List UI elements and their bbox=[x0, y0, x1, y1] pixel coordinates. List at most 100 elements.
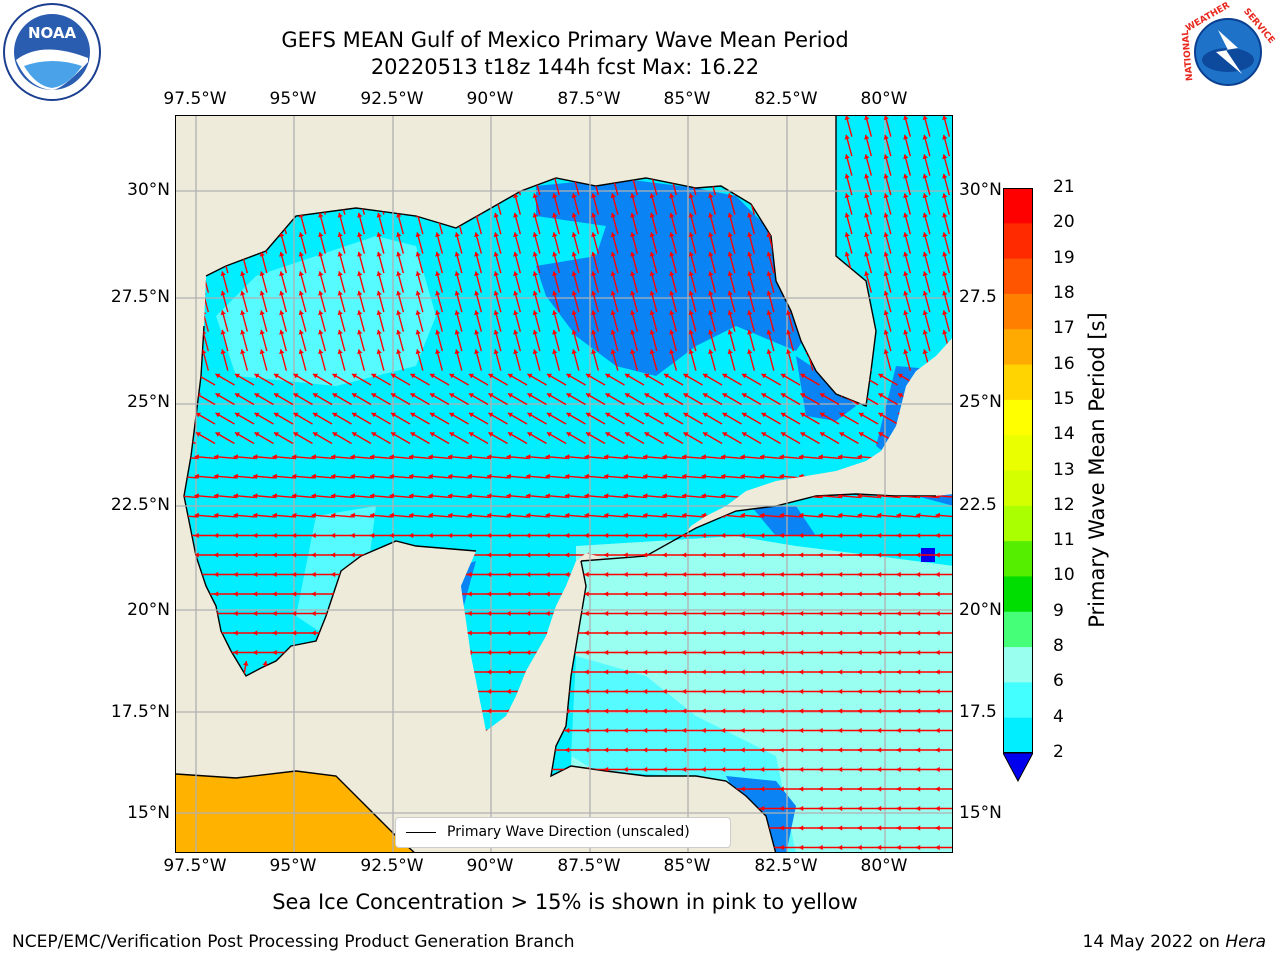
wave-arrow-head bbox=[818, 747, 823, 753]
wave-arrow-head bbox=[376, 154, 382, 160]
wave-arrow-shaft bbox=[240, 116, 249, 137]
wave-arrow-head bbox=[682, 473, 687, 480]
wave-arrow-head bbox=[292, 552, 297, 558]
wave-arrow-head bbox=[428, 473, 433, 480]
wave-arrow-head bbox=[301, 680, 307, 686]
wave-arrow-head bbox=[565, 669, 570, 675]
wave-arrow-head bbox=[201, 193, 207, 199]
wave-arrow-head bbox=[184, 232, 187, 238]
wave-arrow-head bbox=[604, 571, 609, 578]
colorbar-cell bbox=[1003, 682, 1033, 719]
wave-arrow-head bbox=[337, 251, 343, 257]
wave-arrow-head bbox=[799, 591, 804, 597]
wave-arrow-head bbox=[630, 232, 636, 238]
wave-arrow-head bbox=[526, 493, 531, 499]
wave-arrow-shaft bbox=[591, 154, 600, 176]
wave-arrow-shaft bbox=[513, 134, 522, 157]
wave-arrow-head bbox=[376, 290, 382, 296]
wave-arrow-head bbox=[760, 591, 765, 597]
wave-arrow-head bbox=[254, 393, 260, 398]
wave-arrow-head bbox=[838, 473, 843, 480]
wave-arrow-head bbox=[332, 432, 338, 437]
wave-arrow-head bbox=[630, 271, 636, 277]
wave-arrow-head bbox=[702, 412, 708, 418]
wave-arrow-head bbox=[877, 454, 882, 460]
wave-arrow-head bbox=[857, 591, 862, 597]
wave-arrow-head bbox=[545, 512, 550, 519]
wave-arrow-shaft bbox=[747, 154, 756, 176]
wave-arrow-head bbox=[701, 669, 706, 675]
wave-arrow-shaft bbox=[184, 661, 189, 683]
wave-arrow-head bbox=[604, 493, 609, 499]
lon-label-bottom: 92.5°W bbox=[360, 856, 424, 876]
wave-arrow-head bbox=[760, 493, 765, 499]
wave-arrow-shaft bbox=[222, 719, 228, 742]
wave-arrow-head bbox=[935, 473, 940, 480]
wave-arrow-shaft bbox=[417, 700, 423, 722]
wave-arrow-head bbox=[418, 700, 424, 705]
wave-arrow-head bbox=[396, 212, 402, 218]
wave-arrow-head bbox=[321, 758, 327, 764]
wave-arrow-shaft bbox=[455, 173, 463, 196]
wave-arrow-head bbox=[428, 552, 433, 558]
wave-arrow-shaft bbox=[494, 173, 502, 196]
wave-arrow-head bbox=[643, 747, 648, 753]
wave-arrow-head bbox=[935, 805, 940, 812]
wave-arrow-head bbox=[877, 552, 882, 558]
wave-arrow-head bbox=[682, 649, 687, 656]
wave-arrow-shaft bbox=[474, 193, 483, 215]
wave-arrow-head bbox=[584, 727, 589, 734]
wave-arrow-shaft bbox=[397, 719, 404, 742]
wave-arrow-head bbox=[454, 154, 460, 160]
wave-arrow-head bbox=[604, 610, 609, 617]
wave-arrow-head bbox=[493, 271, 499, 277]
wave-arrow-head bbox=[194, 493, 199, 499]
noaa-logo: NOAA bbox=[3, 3, 101, 101]
wave-arrow-head bbox=[293, 393, 299, 398]
wave-arrow-head bbox=[903, 349, 909, 355]
wave-arrow-head bbox=[379, 758, 385, 764]
wave-arrow-head bbox=[376, 212, 382, 218]
wave-arrow-head bbox=[838, 512, 843, 519]
wave-arrow-head bbox=[506, 591, 511, 597]
wave-arrow-head bbox=[435, 232, 441, 238]
wave-arrow-head bbox=[857, 649, 862, 656]
wave-arrow-shaft bbox=[240, 154, 249, 176]
wave-arrow-head bbox=[604, 669, 609, 675]
wave-arrow-shaft bbox=[397, 700, 404, 722]
lat-label-left: 30°N bbox=[127, 180, 170, 200]
wave-arrow-head bbox=[669, 212, 675, 218]
wave-arrow-head bbox=[721, 591, 726, 597]
wave-arrow-head bbox=[701, 512, 706, 519]
wave-arrow-head bbox=[883, 310, 889, 316]
wave-arrow-head bbox=[526, 630, 531, 636]
wave-arrow-head bbox=[760, 630, 765, 636]
wave-arrow-head bbox=[428, 805, 433, 812]
wave-arrow-head bbox=[379, 700, 385, 705]
wave-arrow-head bbox=[506, 493, 511, 499]
wave-arrow-head bbox=[532, 329, 538, 335]
wave-arrow-head bbox=[340, 680, 346, 686]
wave-arrow-head bbox=[399, 758, 405, 764]
wave-arrow-head bbox=[727, 310, 733, 316]
wave-arrow-head bbox=[701, 454, 706, 460]
wave-arrow-shaft bbox=[747, 116, 756, 137]
wave-arrow-head bbox=[468, 373, 474, 379]
wave-arrow-shaft bbox=[474, 173, 483, 196]
wave-arrow-head bbox=[779, 688, 784, 695]
wave-arrow-head bbox=[545, 805, 550, 812]
wave-arrow-head bbox=[701, 610, 706, 617]
wave-arrow-head bbox=[292, 493, 297, 499]
wave-arrow-shaft bbox=[455, 193, 463, 215]
wave-arrow-shaft bbox=[279, 173, 288, 196]
wave-arrow-head bbox=[669, 193, 675, 199]
wave-arrow-head bbox=[272, 512, 277, 519]
wave-arrow-head bbox=[623, 727, 628, 734]
wave-arrow-head bbox=[708, 310, 714, 316]
wave-arrow-head bbox=[409, 630, 414, 636]
colorbar-tick-label: 6 bbox=[1053, 671, 1064, 692]
wave-arrow-head bbox=[942, 349, 948, 355]
wave-arrow-head bbox=[624, 393, 630, 398]
wave-arrow-shaft bbox=[184, 349, 190, 371]
wave-arrow-head bbox=[513, 349, 519, 355]
